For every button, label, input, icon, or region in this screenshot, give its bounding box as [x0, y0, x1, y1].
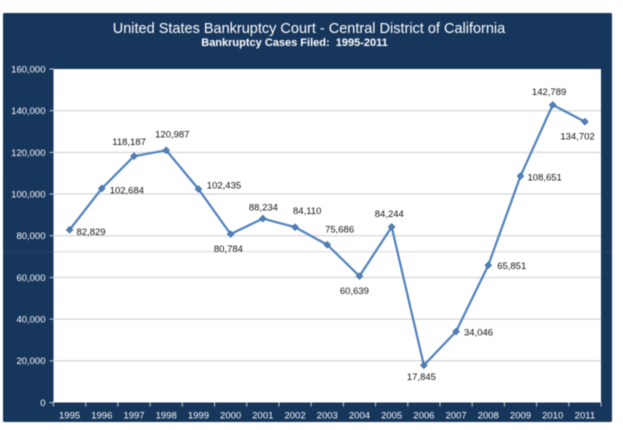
svg-text:20,000: 20,000: [16, 356, 45, 367]
svg-text:120,000: 120,000: [11, 148, 45, 159]
svg-text:1997: 1997: [123, 411, 144, 422]
svg-text:2004: 2004: [349, 411, 370, 422]
svg-text:134,702: 134,702: [560, 131, 594, 142]
svg-text:84,110: 84,110: [293, 206, 321, 217]
svg-text:2008: 2008: [478, 411, 499, 422]
svg-text:88,234: 88,234: [249, 203, 278, 214]
svg-text:2005: 2005: [381, 411, 402, 422]
svg-text:140,000: 140,000: [11, 106, 45, 117]
svg-text:65,851: 65,851: [497, 261, 526, 272]
svg-text:60,639: 60,639: [340, 286, 369, 297]
svg-text:2010: 2010: [542, 411, 563, 422]
svg-text:80,000: 80,000: [16, 231, 45, 242]
svg-text:2006: 2006: [413, 411, 434, 422]
svg-text:2003: 2003: [317, 411, 338, 422]
svg-text:2007: 2007: [445, 411, 466, 422]
svg-text:2011: 2011: [575, 411, 595, 422]
svg-text:United States Bankruptcy Court: United States Bankruptcy Court - Central…: [113, 21, 506, 37]
svg-text:80,784: 80,784: [214, 244, 243, 255]
svg-text:Bankruptcy Cases Filed: 1995-: Bankruptcy Cases Filed: 1995-2011: [201, 37, 387, 49]
svg-text:34,046: 34,046: [464, 328, 493, 339]
svg-text:2001: 2001: [252, 411, 273, 422]
svg-text:17,845: 17,845: [407, 372, 436, 383]
svg-text:102,684: 102,684: [110, 186, 144, 197]
svg-text:1996: 1996: [91, 411, 112, 422]
svg-text:118,187: 118,187: [112, 137, 146, 148]
svg-text:0: 0: [40, 398, 45, 409]
svg-text:142,789: 142,789: [532, 87, 566, 98]
svg-text:84,244: 84,244: [375, 209, 404, 220]
svg-text:2002: 2002: [284, 411, 305, 422]
svg-text:2009: 2009: [510, 411, 531, 422]
svg-text:1995: 1995: [59, 411, 80, 422]
svg-text:2000: 2000: [220, 411, 241, 422]
svg-text:1999: 1999: [188, 411, 209, 422]
svg-text:82,829: 82,829: [77, 227, 106, 238]
svg-text:100,000: 100,000: [11, 189, 45, 200]
svg-text:60,000: 60,000: [16, 273, 45, 284]
svg-text:1998: 1998: [156, 411, 177, 422]
svg-text:108,651: 108,651: [528, 172, 562, 183]
svg-text:102,435: 102,435: [207, 180, 241, 191]
svg-text:75,686: 75,686: [325, 225, 354, 236]
svg-text:120,987: 120,987: [155, 130, 189, 141]
svg-text:160,000: 160,000: [11, 64, 45, 75]
svg-text:40,000: 40,000: [16, 315, 45, 326]
